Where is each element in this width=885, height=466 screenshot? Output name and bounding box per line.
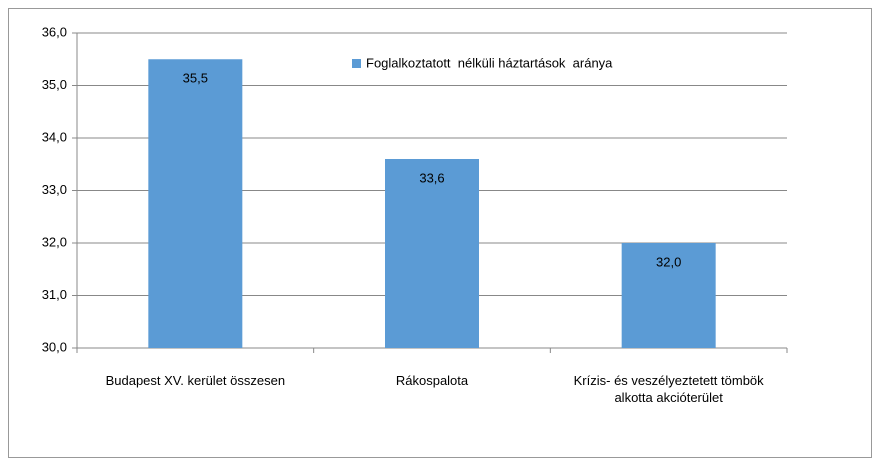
y-tick-label: 33,0 <box>42 182 67 197</box>
y-tick-label: 32,0 <box>42 234 67 249</box>
y-tick-label: 35,0 <box>42 77 67 92</box>
legend-label: Foglalkoztatott nélküli háztartások arán… <box>366 55 613 70</box>
data-label: 32,0 <box>656 254 681 269</box>
y-tick-label: 34,0 <box>42 129 67 144</box>
chart-frame <box>8 8 872 458</box>
y-tick-label: 30,0 <box>42 339 67 354</box>
x-tick-label: Krízis- és veszélyeztetett tömbök alkott… <box>573 373 764 405</box>
legend-swatch <box>352 59 361 68</box>
y-tick-label: 36,0 <box>42 24 67 39</box>
x-tick-label: Rákospalota <box>395 373 469 388</box>
data-label: 33,6 <box>419 170 444 185</box>
y-tick-label: 31,0 <box>42 287 67 302</box>
data-label: 35,5 <box>183 71 208 86</box>
x-tick-label: Budapest XV. kerület összesen <box>105 373 286 388</box>
bar <box>385 159 479 348</box>
bar <box>148 59 243 348</box>
bar <box>621 243 716 348</box>
